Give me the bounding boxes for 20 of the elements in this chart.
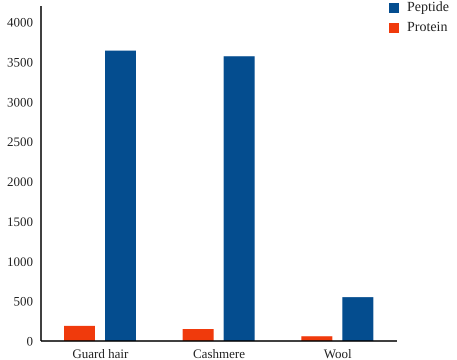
y-tick-label: 0: [26, 334, 33, 349]
bar: [224, 56, 255, 341]
bar: [64, 326, 95, 341]
x-tick-label: Cashmere: [193, 346, 246, 360]
y-tick-label: 3000: [7, 94, 33, 110]
y-tick-label: 2000: [7, 174, 33, 190]
y-tick-label: 1500: [7, 214, 33, 229]
legend-label: Protein: [407, 20, 448, 36]
y-tick-label: 4000: [7, 14, 33, 30]
y-tick-label: 2500: [7, 134, 33, 150]
x-tick-label: Wool: [324, 346, 352, 360]
y-tick-label: 3500: [7, 54, 33, 70]
bar: [342, 297, 374, 341]
y-tick-label: 500: [14, 294, 33, 309]
legend-label: Peptide: [407, 0, 449, 16]
y-tick-label: 1000: [7, 254, 33, 269]
bar: [105, 50, 136, 341]
x-tick-label: Guard hair: [72, 346, 129, 360]
bar: [301, 336, 332, 341]
bar: [182, 329, 214, 341]
